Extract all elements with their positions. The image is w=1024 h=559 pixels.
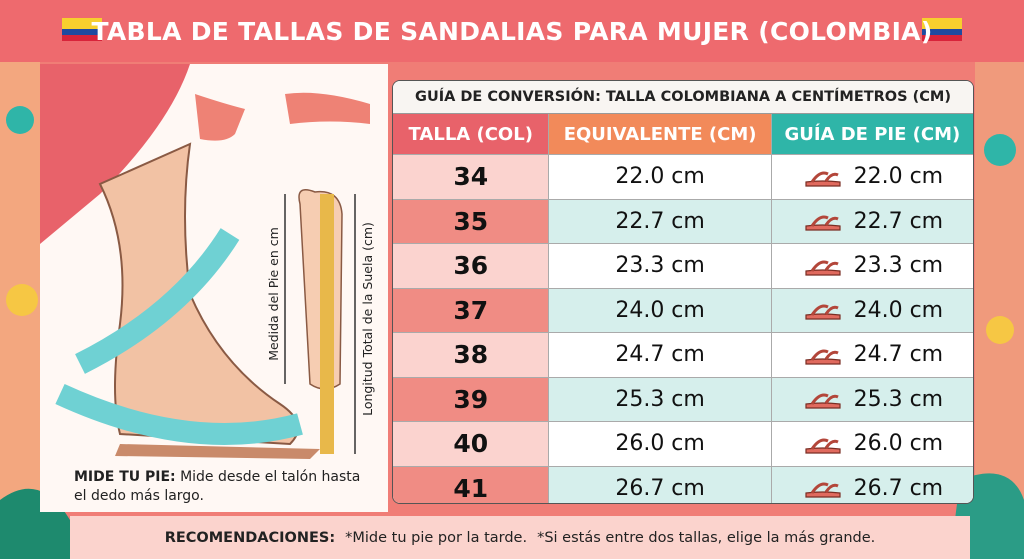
header-row: TALLA (COL) EQUIVALENTE (CM) GUÍA DE PIE (… bbox=[393, 114, 973, 155]
table-cell: 34 bbox=[393, 155, 550, 199]
cm-value: 26.7 cm bbox=[615, 475, 705, 501]
table-cell: 26.0 cm bbox=[549, 422, 772, 466]
table-cell: 22.0 cm bbox=[549, 155, 772, 199]
table-cell: 26.7 cm bbox=[549, 466, 772, 503]
cm-value: 26.0 cm bbox=[615, 431, 705, 457]
cm-value: 23.3 cm bbox=[853, 253, 944, 279]
sandal-icon bbox=[804, 215, 841, 231]
cm-value: 24.0 cm bbox=[853, 297, 944, 323]
size-value: 35 bbox=[453, 206, 489, 236]
note: MIDE TU PIE: Mide desde el talón hasta e… bbox=[74, 468, 374, 506]
table-cell: 40 bbox=[393, 422, 550, 466]
table-cell: 24.0 cm bbox=[771, 288, 973, 332]
table-row: 36 23.3 cm 23.3 cm bbox=[393, 244, 973, 289]
table-cell: 25.3 cm bbox=[771, 377, 973, 421]
sandal-icon bbox=[804, 349, 841, 365]
table-cell: 36 bbox=[393, 244, 550, 288]
sandal-icon bbox=[804, 171, 841, 187]
cm-value: 24.0 cm bbox=[615, 297, 705, 323]
cm-value: 23.3 cm bbox=[615, 253, 705, 279]
cm-value: 24.7 cm bbox=[853, 342, 944, 368]
title: TABLA DE TALLAS DE SANDALIAS PARA MUJER … bbox=[91, 16, 933, 46]
size-table: GUÍA DE CONVERSIÓN: TALLA COLOMBIANA A C… bbox=[392, 80, 974, 504]
table-row: 34 22.0 cm 22.0 cm bbox=[393, 155, 973, 200]
table-cell: 22.0 cm bbox=[771, 155, 973, 199]
size-value: 36 bbox=[453, 251, 489, 281]
note-label: MIDE TU PIE: bbox=[74, 469, 176, 485]
table-cell: 24.7 cm bbox=[771, 333, 973, 377]
header-cell: GUÍA DE PIE (CM) bbox=[771, 114, 973, 154]
size-value: 38 bbox=[453, 340, 489, 370]
table-cell: 37 bbox=[393, 288, 550, 332]
table-row: 35 22.7 cm 22.7 cm bbox=[393, 199, 973, 244]
foot-label: Medida del Pie en cm bbox=[266, 227, 281, 361]
table-cell: 23.3 cm bbox=[771, 244, 973, 288]
table-body: TALLA (COL) EQUIVALENTE (CM) GUÍA DE PIE (… bbox=[393, 114, 973, 503]
note-text: Mide desde el talón hasta el dedo más la… bbox=[74, 469, 361, 504]
sandal-icon bbox=[804, 482, 841, 498]
header-cell: TALLA (COL) bbox=[393, 114, 550, 154]
sandal-icon bbox=[804, 438, 841, 454]
recommendation: *Mide tu pie por la tarde. bbox=[345, 529, 528, 546]
table-cell: 24.0 cm bbox=[549, 288, 772, 332]
cm-value: 24.7 cm bbox=[615, 342, 705, 368]
table-cell: 22.7 cm bbox=[771, 199, 973, 243]
sandal-icon bbox=[804, 393, 841, 409]
sole-label: Longitud Total de la Suela (cm) bbox=[360, 222, 375, 416]
table-cell: 35 bbox=[393, 199, 550, 243]
table-cell: 26.7 cm bbox=[771, 466, 973, 503]
sandal-icon bbox=[804, 304, 841, 320]
cm-value: 22.7 cm bbox=[615, 208, 705, 234]
cm-value: 25.3 cm bbox=[615, 386, 705, 412]
table-cell: 22.7 cm bbox=[549, 199, 772, 243]
table-cell: 38 bbox=[393, 333, 550, 377]
recommendation: *Si estás entre dos tallas, elige la más… bbox=[537, 529, 876, 546]
size-value: 37 bbox=[453, 295, 489, 325]
table-cell: 39 bbox=[393, 377, 550, 421]
size-value: 39 bbox=[453, 384, 489, 414]
cm-value: 25.3 cm bbox=[853, 386, 944, 412]
cm-value: 22.0 cm bbox=[853, 164, 944, 190]
table-row: 38 24.7 cm 24.7 cm bbox=[393, 333, 973, 378]
cm-value: 26.0 cm bbox=[853, 431, 944, 457]
footer: RECOMENDACIONES: *Mide tu pie por la tard… bbox=[70, 516, 970, 559]
table-row: 41 26.7 cm 26.7 cm bbox=[393, 466, 973, 503]
cm-value: 22.0 cm bbox=[615, 164, 705, 190]
size-value: 41 bbox=[453, 473, 489, 503]
table-row: 37 24.0 cm 24.0 cm bbox=[393, 288, 973, 333]
cm-value: 22.7 cm bbox=[853, 208, 944, 234]
table-cell: 41 bbox=[393, 466, 550, 503]
illustration-panel: Medida del Pie en cm Longitud Total de l… bbox=[40, 64, 388, 512]
sandal-icon bbox=[804, 260, 841, 276]
size-value: 34 bbox=[453, 162, 489, 192]
table-caption: GUÍA DE CONVERSIÓN: TALLA COLOMBIANA A C… bbox=[393, 81, 973, 114]
table-row: 39 25.3 cm 25.3 cm bbox=[393, 377, 973, 422]
footer-label: RECOMENDACIONES: bbox=[164, 529, 336, 546]
table-row: 40 26.0 cm 26.0 cm bbox=[393, 422, 973, 467]
illustration: Medida del Pie en cm Longitud Total de l… bbox=[40, 64, 375, 459]
cm-value: 26.7 cm bbox=[853, 475, 944, 501]
table-cell: 25.3 cm bbox=[549, 377, 772, 421]
table-cell: 24.7 cm bbox=[549, 333, 772, 377]
table-cell: 23.3 cm bbox=[549, 244, 772, 288]
size-value: 40 bbox=[453, 429, 489, 459]
header-cell: EQUIVALENTE (CM) bbox=[549, 114, 772, 154]
table-cell: 26.0 cm bbox=[771, 422, 973, 466]
